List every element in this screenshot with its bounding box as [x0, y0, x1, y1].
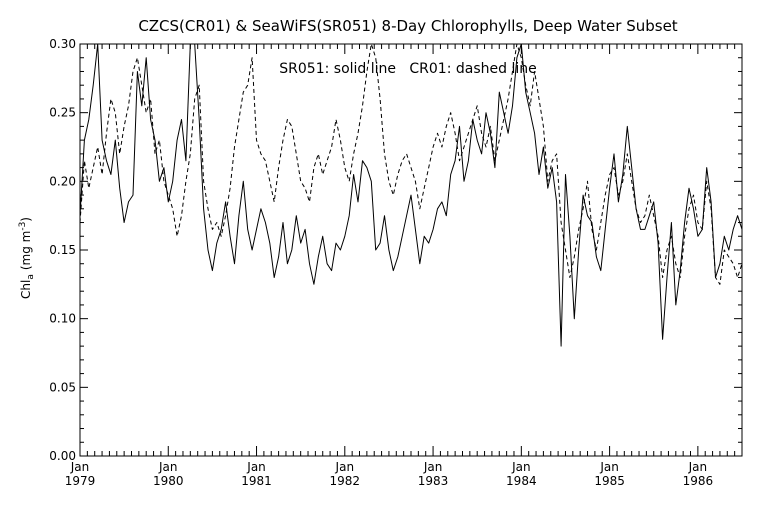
- series-legend-annotation: SR051: solid line CR01: dashed line: [279, 61, 536, 77]
- y-axis-label: Chla (mg m-3): [18, 217, 36, 299]
- x-tick-label-month: Jan: [158, 460, 178, 474]
- svg-text:Chla(mg m-3): Chla (mg m-3): [18, 217, 36, 299]
- y-tick-label: 0.25: [49, 106, 76, 120]
- y-tick-label: 0.30: [49, 37, 76, 51]
- x-tick-label-year: 1980: [153, 474, 184, 488]
- x-tick-label-month: Jan: [423, 460, 443, 474]
- y-axis-label-units-close: ): [19, 217, 33, 222]
- y-tick-label: 0.20: [49, 174, 76, 188]
- series-line-sr051: [80, 44, 742, 347]
- y-tick-label: 0.00: [49, 449, 76, 463]
- y-axis-label-subscript: a: [26, 274, 36, 280]
- x-tick-label-year: 1986: [683, 474, 714, 488]
- y-axis-label-units-superscript: -3: [18, 222, 28, 231]
- plot-frame: [79, 43, 743, 457]
- y-axis-label-units-open: (mg m: [19, 231, 33, 271]
- x-tick-label-month: Jan: [70, 460, 90, 474]
- x-tick-label-year: 1984: [506, 474, 537, 488]
- y-axis-label-main: Chl: [19, 280, 33, 299]
- chart-title: CZCS(CR01) & SeaWiFS(SR051) 8-Day Chloro…: [138, 17, 677, 35]
- x-tick-label-month: Jan: [511, 460, 531, 474]
- y-tick-label: 0.15: [49, 243, 76, 257]
- x-tick-label-month: Jan: [599, 460, 619, 474]
- y-tick-label: 0.05: [49, 380, 76, 394]
- plot-area: [80, 44, 742, 347]
- y-tick-label: 0.10: [49, 312, 76, 326]
- x-tick-label-year: 1981: [241, 474, 272, 488]
- x-tick-label-month: Jan: [335, 460, 355, 474]
- x-tick-label-month: Jan: [246, 460, 266, 474]
- x-tick-label-year: 1983: [418, 474, 449, 488]
- x-tick-label-month: Jan: [688, 460, 708, 474]
- x-tick-label-year: 1979: [65, 474, 96, 488]
- x-tick-label-year: 1985: [594, 474, 625, 488]
- series-line-cr01: [80, 44, 742, 285]
- x-tick-label-year: 1982: [330, 474, 361, 488]
